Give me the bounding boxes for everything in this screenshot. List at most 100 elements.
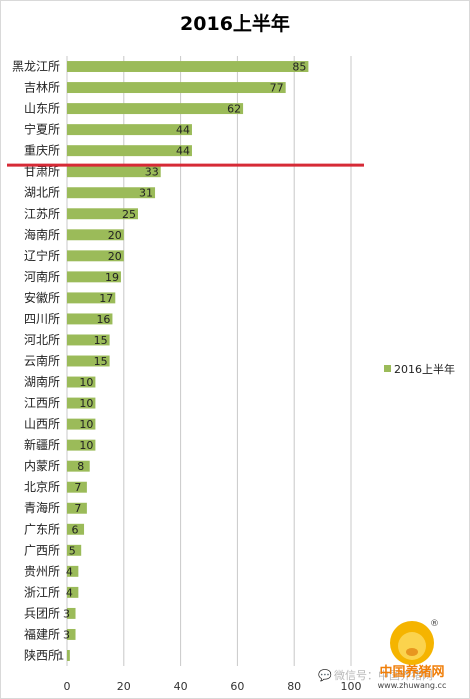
data-label: 77 [270, 82, 284, 95]
data-label: 25 [122, 208, 136, 221]
bar [67, 250, 124, 262]
x-tick-label: 20 [117, 680, 131, 693]
bar [67, 208, 138, 220]
gridlines [66, 56, 352, 666]
data-label: 5 [69, 544, 76, 557]
category-label: 辽宁所 [24, 248, 60, 263]
x-tick-label: 40 [174, 680, 188, 693]
category-label: 云南所 [24, 353, 60, 368]
data-label: 20 [108, 229, 122, 242]
data-label: 20 [108, 250, 122, 263]
bar [67, 103, 244, 115]
x-tick-label: 0 [64, 680, 71, 693]
category-label: 山东所 [24, 102, 60, 116]
category-label: 黑龙江所 [12, 60, 60, 74]
legend: 2016上半年 [384, 362, 455, 376]
bar [67, 376, 96, 388]
data-label: 15 [94, 355, 108, 368]
bar [67, 166, 161, 178]
x-tick-label: 100 [341, 680, 362, 693]
bar [67, 313, 113, 325]
data-label: 17 [99, 292, 113, 305]
data-label: 31 [139, 187, 153, 200]
category-label: 浙江所 [24, 585, 60, 599]
category-label: 湖南所 [24, 374, 60, 389]
category-label: 甘肃所 [24, 165, 60, 179]
bar [67, 271, 121, 283]
category-label: 新疆所 [24, 437, 60, 452]
chart-title: 2016上半年 [180, 12, 290, 35]
data-label: 3 [63, 607, 70, 620]
pig-logo-face-icon [398, 632, 426, 660]
data-label: 7 [74, 481, 81, 494]
bar [67, 418, 96, 430]
legend-swatch [384, 365, 391, 372]
registered-mark: ® [430, 619, 439, 629]
category-label: 贵州所 [24, 564, 60, 578]
category-label: 福建所 [24, 626, 60, 641]
x-tick-labels: 0 20 40 60 80 100 [64, 680, 362, 693]
x-tick-label: 80 [287, 680, 301, 693]
bar [67, 145, 192, 157]
category-label: 海南所 [24, 227, 60, 242]
category-label: 山西所 [24, 417, 60, 431]
category-label: 河南所 [24, 269, 60, 284]
bar [67, 355, 110, 367]
bar [67, 460, 90, 472]
data-label: 1 [57, 649, 64, 662]
x-tick-label: 60 [230, 680, 244, 693]
category-label: 北京所 [24, 480, 60, 494]
data-label: 85 [292, 61, 306, 74]
data-label: 44 [176, 124, 190, 137]
category-label: 内蒙所 [24, 459, 60, 473]
bar [67, 334, 110, 346]
bar [67, 124, 192, 136]
data-label: 3 [63, 628, 70, 641]
category-label: 重庆所 [24, 144, 60, 158]
bar [67, 481, 87, 493]
pig-logo-snout-icon [406, 648, 418, 656]
logo-url: www.zhuwang.cc [378, 681, 447, 690]
bar [67, 628, 76, 640]
category-label: 广东所 [24, 522, 60, 536]
category-label: 安徽所 [24, 290, 60, 305]
data-label: 4 [66, 565, 73, 578]
bar [67, 82, 286, 94]
data-label: 10 [79, 397, 93, 410]
data-label: 33 [145, 166, 159, 179]
data-label: 4 [66, 586, 73, 599]
category-label: 吉林所 [24, 81, 60, 95]
data-label: 15 [94, 334, 108, 347]
data-label: 62 [227, 103, 241, 116]
wechat-icon: 💬 [318, 669, 332, 682]
category-label: 陕西所 [24, 647, 60, 662]
category-label: 兵团所 [24, 606, 60, 620]
bar [67, 187, 156, 199]
logo-text: 中国养猪网 [379, 664, 444, 680]
bar [67, 586, 79, 598]
data-label: 16 [96, 313, 110, 326]
bar [67, 607, 76, 619]
watermark: 💬 微信号：中国养猪网 ® 中国养猪网 www.zhuwang.cc [318, 619, 446, 690]
data-label: 10 [79, 418, 93, 431]
bars-group [67, 61, 309, 661]
category-label: 四川所 [24, 312, 60, 326]
watermark-text: 微信号：中国养猪网 [334, 668, 433, 682]
bar [67, 292, 116, 304]
bar [67, 523, 85, 535]
bar [67, 439, 96, 451]
bar [67, 544, 82, 556]
data-label: 19 [105, 271, 119, 284]
data-labels: 8577624444333125202019171615151010101087… [57, 61, 306, 663]
category-label: 宁夏所 [24, 122, 60, 137]
bar [67, 650, 70, 661]
data-label: 6 [72, 523, 79, 536]
bar [67, 61, 309, 72]
category-label: 江苏所 [24, 207, 60, 221]
bar [67, 229, 124, 241]
data-label: 7 [74, 502, 81, 515]
category-label: 广西所 [24, 543, 60, 557]
category-label: 江西所 [24, 396, 60, 410]
data-label: 8 [77, 460, 84, 473]
category-label: 河北所 [24, 333, 60, 347]
